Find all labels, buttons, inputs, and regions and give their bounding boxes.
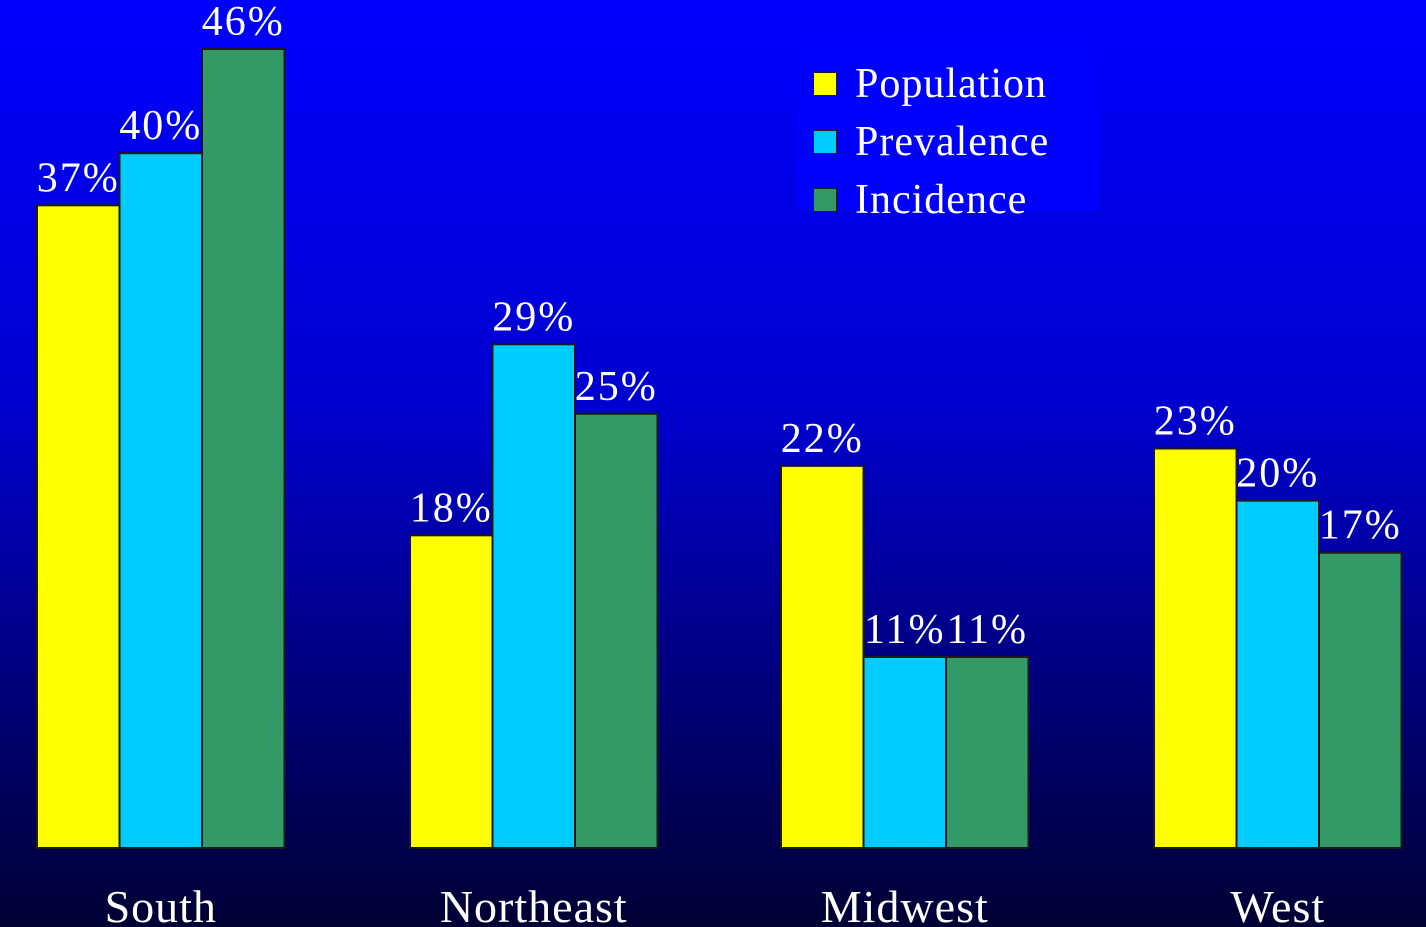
data-label-west-incidence: 17% xyxy=(1319,503,1402,549)
bar-south-population xyxy=(36,204,121,849)
legend-item-incidence: Incidence xyxy=(813,177,1027,223)
legend-label-population: Population xyxy=(855,61,1048,107)
data-label-south-prevalence: 40% xyxy=(119,103,202,149)
bar-midwest-incidence xyxy=(945,655,1030,849)
data-label-northeast-population: 18% xyxy=(410,485,493,531)
data-label-south-population: 37% xyxy=(37,155,120,201)
bar-northeast-population xyxy=(409,534,494,849)
data-label-northeast-prevalence: 29% xyxy=(492,294,575,340)
legend-swatch-prevalence xyxy=(813,130,837,154)
legend-label-prevalence: Prevalence xyxy=(855,119,1050,165)
data-label-northeast-incidence: 25% xyxy=(575,364,658,410)
bar-west-incidence xyxy=(1318,551,1403,850)
legend-item-population: Population xyxy=(813,61,1047,107)
category-label-west: West xyxy=(1230,881,1325,927)
category-label-south: South xyxy=(105,881,217,927)
bar-northeast-incidence xyxy=(574,412,659,849)
data-label-west-prevalence: 20% xyxy=(1236,451,1319,497)
legend-swatch-incidence xyxy=(813,188,837,212)
data-label-midwest-prevalence: 11% xyxy=(864,607,945,653)
bar-south-prevalence xyxy=(118,152,203,849)
category-label-northeast: Northeast xyxy=(440,881,628,927)
bar-midwest-population xyxy=(780,464,865,849)
legend-swatch-population xyxy=(813,72,837,96)
legend-item-prevalence: Prevalence xyxy=(813,119,1049,165)
legend-label-incidence: Incidence xyxy=(855,177,1028,223)
bar-northeast-prevalence xyxy=(491,343,576,849)
category-label-midwest: Midwest xyxy=(821,881,989,927)
bar-midwest-prevalence xyxy=(862,655,947,849)
bar-west-population xyxy=(1153,447,1238,849)
bar-south-incidence xyxy=(201,48,286,849)
data-label-west-population: 23% xyxy=(1154,399,1237,445)
data-label-south-incidence: 46% xyxy=(202,0,285,45)
bar-west-prevalence xyxy=(1235,499,1320,849)
data-label-midwest-incidence: 11% xyxy=(947,607,1028,653)
data-label-midwest-population: 22% xyxy=(781,416,864,462)
legend: Population Prevalence Incidence xyxy=(797,37,1099,223)
